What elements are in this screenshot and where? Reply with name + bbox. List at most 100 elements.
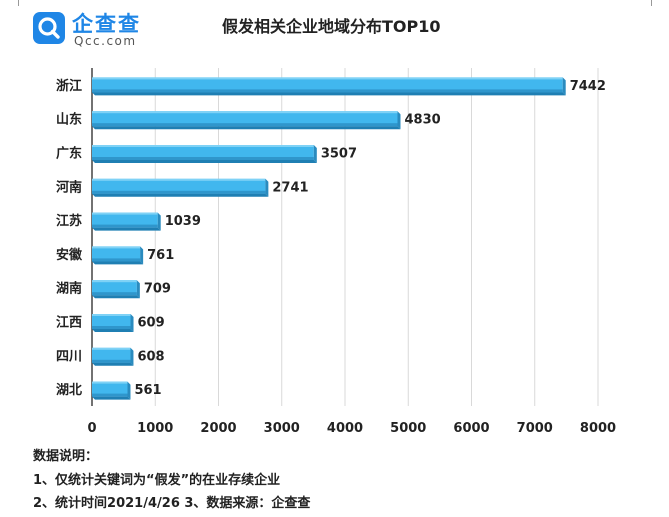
bar-shadow <box>92 359 131 363</box>
bar <box>92 145 314 160</box>
bar <box>92 347 131 363</box>
x-tick-label: 8000 <box>580 421 616 436</box>
bar-highlight <box>92 212 158 215</box>
bar-山东: 4830 <box>92 111 441 130</box>
data-label: 561 <box>134 383 161 398</box>
notes-line-1: 1、仅统计关键词为“假发”的在业存续企业 <box>33 473 281 488</box>
notes-heading: 数据说明： <box>33 449 99 464</box>
category-label: 江西 <box>56 315 82 331</box>
bar-湖南: 709 <box>92 280 171 299</box>
bar-广东: 3507 <box>92 145 357 163</box>
bar-highlight <box>92 280 137 283</box>
bar <box>92 381 128 397</box>
bar <box>92 314 131 329</box>
data-label: 709 <box>144 282 171 297</box>
data-label: 608 <box>137 349 164 364</box>
bar-shadow <box>92 393 128 397</box>
notes-line-2: 2、统计时间2021/4/26 3、数据来源：企查查 <box>33 496 311 511</box>
bar-bottom-face <box>92 227 161 231</box>
data-label: 761 <box>147 248 174 263</box>
bar-浙江: 7442 <box>92 77 606 96</box>
bar-highlight <box>92 314 131 316</box>
category-label: 河南 <box>56 179 82 195</box>
data-label: 3507 <box>321 147 357 162</box>
bar-shadow <box>92 326 131 329</box>
brand-domain: Qcc.com <box>74 34 137 48</box>
brand-name: 企查查 <box>72 12 141 36</box>
bar-shadow <box>92 157 314 160</box>
x-tick-label: 0 <box>87 421 96 436</box>
bar-bottom-face <box>92 92 566 96</box>
bar-end-cap <box>313 145 317 163</box>
bar-end-cap <box>397 111 401 130</box>
bar-bottom-face <box>92 362 134 366</box>
category-label: 安徽 <box>56 247 83 263</box>
chart-title: 假发相关企业地域分布TOP10 <box>222 17 441 36</box>
data-label: 1039 <box>165 214 201 229</box>
bar <box>92 246 141 262</box>
bar <box>92 280 137 296</box>
bar-bottom-face <box>92 160 317 163</box>
bar-end-cap <box>130 347 134 366</box>
bar-highlight <box>92 77 563 80</box>
bar <box>92 77 563 93</box>
bar-end-cap <box>562 77 566 96</box>
bar-end-cap <box>127 381 131 400</box>
bar-bottom-face <box>92 193 269 197</box>
bar-湖北: 561 <box>92 381 162 400</box>
bar-河南: 2741 <box>92 178 309 197</box>
data-label: 4830 <box>404 113 440 128</box>
crop-mark-left <box>18 0 19 6</box>
data-label: 609 <box>138 316 165 331</box>
category-label: 广东 <box>56 146 82 162</box>
x-tick-label: 1000 <box>137 421 173 436</box>
bar-chart: 0 1000 2000 3000 4000 5000 6000 7000 8000 7442 48… <box>56 68 616 436</box>
bar-highlight <box>92 246 141 249</box>
bar-end-cap <box>130 314 134 332</box>
category-label: 江苏 <box>56 213 82 229</box>
bar-shadow <box>92 123 398 127</box>
bars: 7442 4830 3507 2741 1039 761 709 609 608 561 <box>92 77 606 400</box>
bar-highlight <box>92 178 266 181</box>
bar-shadow <box>92 89 563 93</box>
bar-highlight <box>92 347 131 350</box>
bar-shadow <box>92 292 137 296</box>
data-label: 7442 <box>570 79 606 94</box>
bar-四川: 608 <box>92 347 165 366</box>
bar-bottom-face <box>92 261 144 265</box>
bar-bottom-face <box>92 396 131 400</box>
bar <box>92 212 158 228</box>
bar-end-cap <box>157 212 161 231</box>
bar-shadow <box>92 258 141 262</box>
x-tick-label: 6000 <box>453 421 489 436</box>
category-label: 湖北 <box>56 383 82 398</box>
bar-shadow <box>92 224 158 228</box>
bar-江西: 609 <box>92 314 165 332</box>
category-label: 山东 <box>56 112 82 128</box>
x-tick-label: 7000 <box>517 421 553 436</box>
bar-bottom-face <box>92 329 134 332</box>
crop-mark-right <box>651 0 652 6</box>
bar-江苏: 1039 <box>92 212 201 231</box>
x-tick-label: 3000 <box>264 421 300 436</box>
category-label: 浙江 <box>56 78 82 94</box>
bar <box>92 111 398 127</box>
bar-end-cap <box>136 280 140 299</box>
bar-end-cap <box>140 246 144 265</box>
bar-shadow <box>92 190 266 194</box>
category-label: 湖南 <box>56 281 82 297</box>
qcc-logo-icon <box>33 12 65 44</box>
data-label: 2741 <box>272 180 308 195</box>
bar-end-cap <box>265 178 269 197</box>
bar-bottom-face <box>92 295 140 299</box>
category-label: 四川 <box>56 349 82 364</box>
bar-highlight <box>92 111 398 114</box>
bar-highlight <box>92 381 128 384</box>
bar-安徽: 761 <box>92 246 174 265</box>
x-tick-label: 2000 <box>200 421 236 436</box>
value-axis: 0 1000 2000 3000 4000 5000 6000 7000 8000 <box>87 421 616 436</box>
x-tick-label: 5000 <box>390 421 426 436</box>
bar-highlight <box>92 145 314 147</box>
